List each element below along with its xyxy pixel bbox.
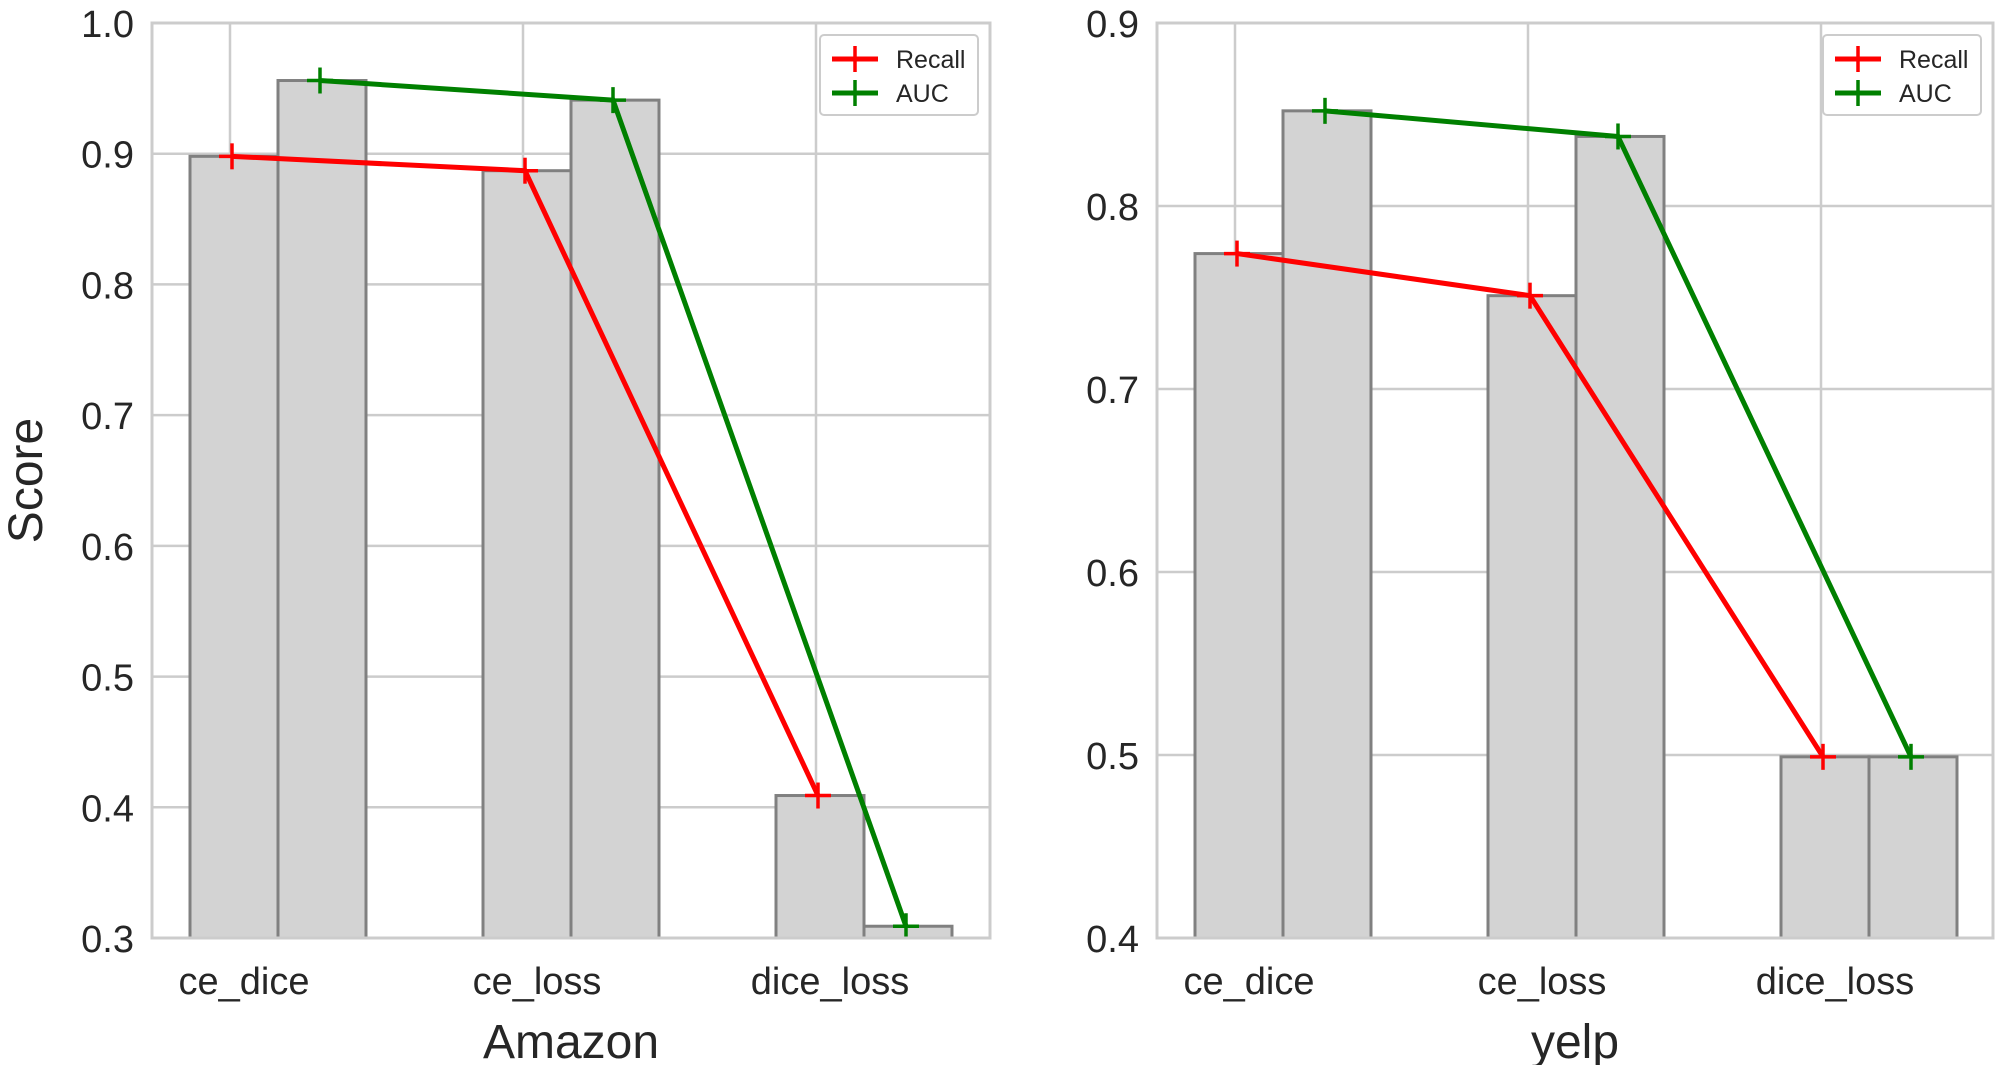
bar-recall-ce_loss (481, 169, 573, 940)
y-tick-label: 0.5 (1086, 736, 1139, 778)
bar-recall-dice_loss (1779, 755, 1871, 940)
marker-auc-ce_loss (600, 87, 626, 114)
marker-auc-dice_loss (893, 913, 919, 940)
y-tick-label: 0.3 (81, 919, 134, 961)
bar-auc-ce_dice (276, 79, 368, 940)
bar-auc-dice_loss (1867, 755, 1959, 940)
marker-auc-dice_loss (1898, 743, 1924, 770)
y-tick-label: 0.9 (1086, 4, 1139, 46)
y-tick-label: 0.8 (1086, 187, 1139, 229)
bar-auc-dice_loss (862, 924, 954, 940)
legend-label-auc: AUC (896, 80, 949, 108)
y-tick-label: 0.4 (1086, 919, 1139, 961)
x-tick-label: ce_loss (1478, 961, 1607, 1003)
marker-recall-ce_dice (219, 143, 245, 170)
y-tick-label: 0.7 (1086, 370, 1139, 412)
x-axis-label: yelp (1531, 1016, 1619, 1065)
y-tick-label: 0.6 (81, 527, 134, 569)
y-tick-label: 0.7 (81, 396, 134, 438)
marker-recall-dice_loss (805, 782, 831, 809)
x-tick-label: ce_dice (1184, 961, 1315, 1003)
marker-recall-ce_dice (1224, 240, 1250, 267)
axes-frame (1155, 21, 1995, 940)
x-tick-label: dice_loss (1756, 961, 1914, 1003)
legend-label-auc: AUC (1899, 80, 1952, 108)
chart-panel-2: 0.4 0.5 0.6 0.7 0.8 0.9 ce_dice ce_loss dice_los… (1086, 4, 1995, 1069)
bar-auc-ce_loss (1574, 134, 1666, 940)
y-tick-label: 1.0 (81, 4, 134, 46)
x-tick-label: dice_loss (751, 961, 909, 1003)
y-tick-label: 0.4 (81, 788, 134, 830)
axes-frame (150, 21, 992, 940)
y-tick-label: 0.9 (81, 135, 134, 177)
x-tick-label: ce_dice (179, 961, 310, 1003)
legend: Recall AUC (819, 34, 979, 116)
bar-auc-ce_dice (1281, 109, 1373, 940)
bar-recall-ce_loss (1486, 294, 1578, 940)
bar-recall-ce_dice (1193, 252, 1285, 940)
y-tick-label: 0.5 (81, 658, 134, 700)
marker-recall-ce_loss (512, 157, 538, 184)
chart-panel-1: 0.3 0.4 0.5 0.6 0.7 0.8 0.9 1.0 ce_dice ce_loss di… (0, 4, 992, 1069)
y-tick-label: 0.6 (1086, 553, 1139, 595)
y-axis-label: Score (0, 418, 53, 543)
bar-auc-ce_loss (569, 98, 661, 940)
bar-recall-ce_dice (188, 154, 280, 940)
marker-auc-ce_dice (307, 67, 333, 94)
x-tick-label: ce_loss (473, 961, 602, 1003)
marker-recall-dice_loss (1810, 743, 1836, 770)
marker-auc-ce_dice (1312, 97, 1338, 124)
marker-recall-ce_loss (1517, 282, 1543, 309)
bar-recall-dice_loss (774, 794, 866, 940)
x-axis-label: Amazon (483, 1016, 659, 1065)
legend: Recall AUC (1822, 34, 1982, 116)
legend-label-recall: Recall (1899, 46, 1968, 74)
marker-auc-ce_loss (1605, 123, 1631, 150)
legend-label-recall: Recall (896, 46, 965, 74)
y-tick-label: 0.8 (81, 265, 134, 307)
